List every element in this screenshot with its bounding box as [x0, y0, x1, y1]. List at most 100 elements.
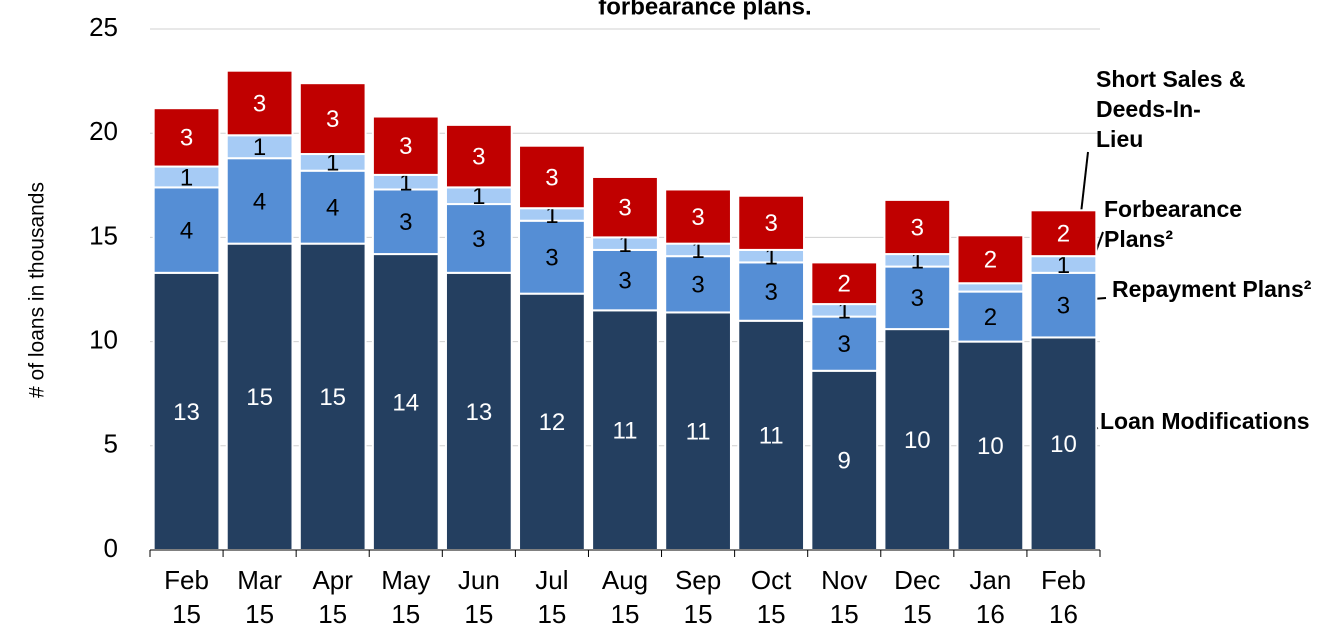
- bar-segment: [883, 198, 952, 256]
- bar-segment: [737, 319, 806, 552]
- data-label: 1: [472, 183, 485, 210]
- data-label: 3: [691, 272, 704, 299]
- x-tick-label: Apr 15: [312, 565, 353, 629]
- bar-segment: [591, 175, 659, 239]
- bar-segment: [518, 219, 586, 295]
- x-tick-label: Sep 15: [675, 565, 721, 629]
- bar-segment: [1029, 209, 1098, 258]
- data-label: 3: [326, 106, 339, 133]
- bar-segment: [956, 282, 1025, 293]
- bar-segment: [737, 261, 806, 322]
- data-label: 3: [911, 285, 924, 312]
- bar-segment: [956, 290, 1025, 343]
- bar-segment: [371, 253, 440, 552]
- bar-segment: [956, 340, 1025, 551]
- data-label: 3: [545, 245, 558, 272]
- data-label: 10: [1050, 431, 1077, 458]
- data-label: 2: [1057, 221, 1070, 248]
- x-tick-label: Jul 15: [535, 565, 568, 629]
- bar-segment: [371, 115, 440, 176]
- data-label: 3: [691, 204, 704, 231]
- bar-segment: [152, 107, 221, 168]
- x-tick-label: May 15: [381, 565, 430, 629]
- data-label: 2: [984, 304, 997, 331]
- data-label: 1: [180, 164, 193, 191]
- chart-title: forbearance plans.: [598, 0, 811, 20]
- y-tick-label: 25: [89, 12, 118, 42]
- y-tick-label: 0: [104, 533, 118, 563]
- y-axis-title: # of loans in thousands: [26, 182, 49, 398]
- data-label: 3: [180, 125, 193, 152]
- bar-segment: [810, 369, 879, 551]
- x-tick-label: Dec 15: [894, 565, 940, 629]
- data-label: 15: [319, 384, 346, 411]
- bar-segment: [810, 315, 879, 372]
- data-label: 3: [545, 164, 558, 191]
- x-tick-label: Nov 15: [821, 565, 867, 629]
- data-label: 1: [1057, 252, 1070, 279]
- data-label: 3: [911, 214, 924, 241]
- data-label: 10: [904, 427, 931, 454]
- bar-segment: [883, 328, 952, 552]
- data-label: 11: [613, 418, 638, 445]
- bar-segment: [225, 157, 294, 245]
- data-label: 3: [764, 210, 777, 237]
- data-label: 3: [399, 133, 412, 160]
- data-label: 13: [173, 399, 200, 426]
- data-label: 1: [326, 150, 339, 177]
- x-tick-label: Oct 15: [751, 565, 792, 629]
- legend-label: Forbearance Plans²: [1104, 196, 1243, 252]
- data-label: 3: [764, 279, 777, 306]
- data-label: 14: [392, 389, 419, 416]
- bar-segment: [298, 242, 367, 551]
- x-tick-label: Jun 15: [458, 565, 500, 629]
- x-tick-label: Aug 15: [602, 565, 648, 629]
- bar-segment: [152, 186, 221, 274]
- data-label: 2: [838, 271, 851, 298]
- data-label: 3: [472, 143, 485, 170]
- bar-segment: [737, 194, 806, 251]
- bar-segment: [298, 82, 367, 156]
- x-tick-label: Feb 15: [164, 565, 209, 629]
- legend-label: Short Sales & Deeds-In-Lieu: [1096, 66, 1246, 152]
- bar-segment: [225, 69, 294, 137]
- data-label: 4: [180, 217, 193, 244]
- bar-segment: [956, 234, 1025, 285]
- data-label: 12: [539, 409, 566, 436]
- x-tick-label: Mar 15: [237, 565, 282, 629]
- bar-segment: [444, 123, 513, 189]
- bar-segment: [591, 309, 659, 551]
- y-tick-label: 20: [89, 116, 118, 146]
- data-label: 15: [246, 384, 273, 411]
- data-label: 3: [253, 90, 266, 117]
- data-label: 11: [686, 419, 711, 446]
- data-label: 11: [759, 423, 784, 450]
- data-label: 13: [465, 399, 492, 426]
- data-label: 3: [399, 209, 412, 236]
- legend-label: Repayment Plans²: [1112, 276, 1312, 302]
- y-tick-label: 5: [104, 429, 118, 459]
- data-label: 4: [326, 195, 339, 222]
- bar-segment: [518, 144, 586, 210]
- legend-label: Loan Modifications: [1100, 408, 1310, 434]
- data-label: 1: [399, 170, 412, 197]
- data-label: 3: [618, 195, 631, 222]
- bar-segment: [371, 188, 440, 256]
- data-label: 2: [984, 247, 997, 274]
- data-label: 10: [977, 433, 1004, 460]
- bar-segment: [152, 271, 221, 551]
- data-label: 3: [472, 226, 485, 253]
- x-tick-label: Feb 16: [1041, 565, 1086, 629]
- data-label: 3: [1057, 292, 1070, 319]
- data-label: 9: [838, 448, 851, 475]
- data-label: 1: [253, 134, 266, 161]
- bar-segment: [810, 261, 879, 306]
- x-tick-label: Jan 16: [969, 565, 1011, 629]
- bar-segment: [591, 248, 659, 312]
- bar-segment: [225, 242, 294, 551]
- y-tick-label: 10: [89, 324, 118, 354]
- bar-segment: [444, 271, 513, 551]
- y-tick-label: 15: [89, 220, 118, 250]
